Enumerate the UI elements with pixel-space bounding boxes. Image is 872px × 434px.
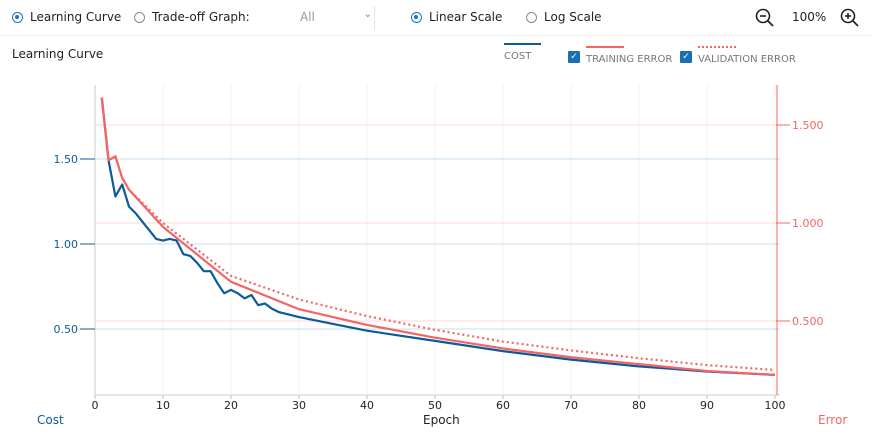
validation-legend-line (698, 46, 736, 48)
linear-scale-label: Linear Scale (429, 10, 503, 24)
training-legend-line (586, 46, 624, 48)
checkbox-checked-icon[interactable]: ✓ (568, 51, 580, 63)
radio-selected-icon (411, 11, 422, 23)
checkbox-checked-icon[interactable]: ✓ (680, 51, 692, 63)
log-scale-radio[interactable]: Log Scale (526, 10, 602, 24)
x-tick-label: 80 (632, 399, 646, 412)
left-tick-label: 1.50 (54, 153, 79, 166)
x-tick-label: 70 (564, 399, 578, 412)
radio-unselected-icon (526, 11, 537, 23)
zoom-in-icon[interactable] (840, 8, 860, 28)
x-tick-label: 90 (700, 399, 714, 412)
legend-cost: COST (504, 43, 541, 62)
linear-scale-radio[interactable]: Linear Scale (411, 10, 502, 24)
legend-training[interactable]: ✓ TRAINING ERROR (568, 46, 673, 65)
left-tick-label: 1.00 (54, 238, 79, 251)
x-tick-label: 40 (360, 399, 374, 412)
series-training-error (100, 97, 776, 376)
left-tick-label: 0.50 (54, 323, 79, 336)
zoom-level: 100% (792, 10, 827, 24)
series-cost (100, 97, 776, 376)
tradeoff-select[interactable]: All ⌄ (300, 9, 372, 24)
left-axis-label: Cost (37, 413, 64, 427)
radio-unselected-icon (134, 11, 145, 23)
right-tick-label: 1.500 (792, 119, 824, 132)
chevron-down-icon: ⌄ (363, 9, 372, 20)
zoom-out-icon[interactable] (755, 8, 775, 28)
right-tick-label: 1.000 (792, 217, 824, 230)
x-axis-label: Epoch (423, 413, 460, 427)
x-tick-label: 0 (92, 399, 99, 412)
x-tick-label: 100 (765, 399, 786, 412)
legend-validation-label: VALIDATION ERROR (698, 54, 796, 65)
cost-legend-line (504, 43, 541, 45)
select-value: All (300, 10, 315, 24)
x-tick-label: 10 (156, 399, 170, 412)
toolbar: Learning Curve Trade-off Graph: All ⌄ Lin… (0, 0, 872, 36)
learning-curve-label: Learning Curve (30, 10, 122, 24)
legend-training-label: TRAINING ERROR (586, 54, 673, 65)
chart-title: Learning Curve (12, 47, 104, 61)
right-tick-label: 0.500 (792, 315, 824, 328)
learning-curve-radio[interactable]: Learning Curve (12, 10, 121, 24)
tradeoff-label: Trade-off Graph: (152, 10, 250, 24)
x-tick-label: 60 (496, 399, 510, 412)
legend-cost-label: COST (504, 51, 532, 62)
divider (374, 6, 375, 30)
x-tick-label: 20 (224, 399, 238, 412)
x-tick-label: 30 (292, 399, 306, 412)
radio-selected-icon (12, 11, 23, 23)
legend-validation[interactable]: ✓ VALIDATION ERROR (680, 46, 796, 65)
log-scale-label: Log Scale (544, 10, 602, 24)
x-tick-label: 50 (428, 399, 442, 412)
right-axis-label: Error (818, 413, 848, 427)
tradeoff-graph-radio[interactable]: Trade-off Graph: (134, 10, 250, 24)
series-validation-error (100, 97, 776, 372)
